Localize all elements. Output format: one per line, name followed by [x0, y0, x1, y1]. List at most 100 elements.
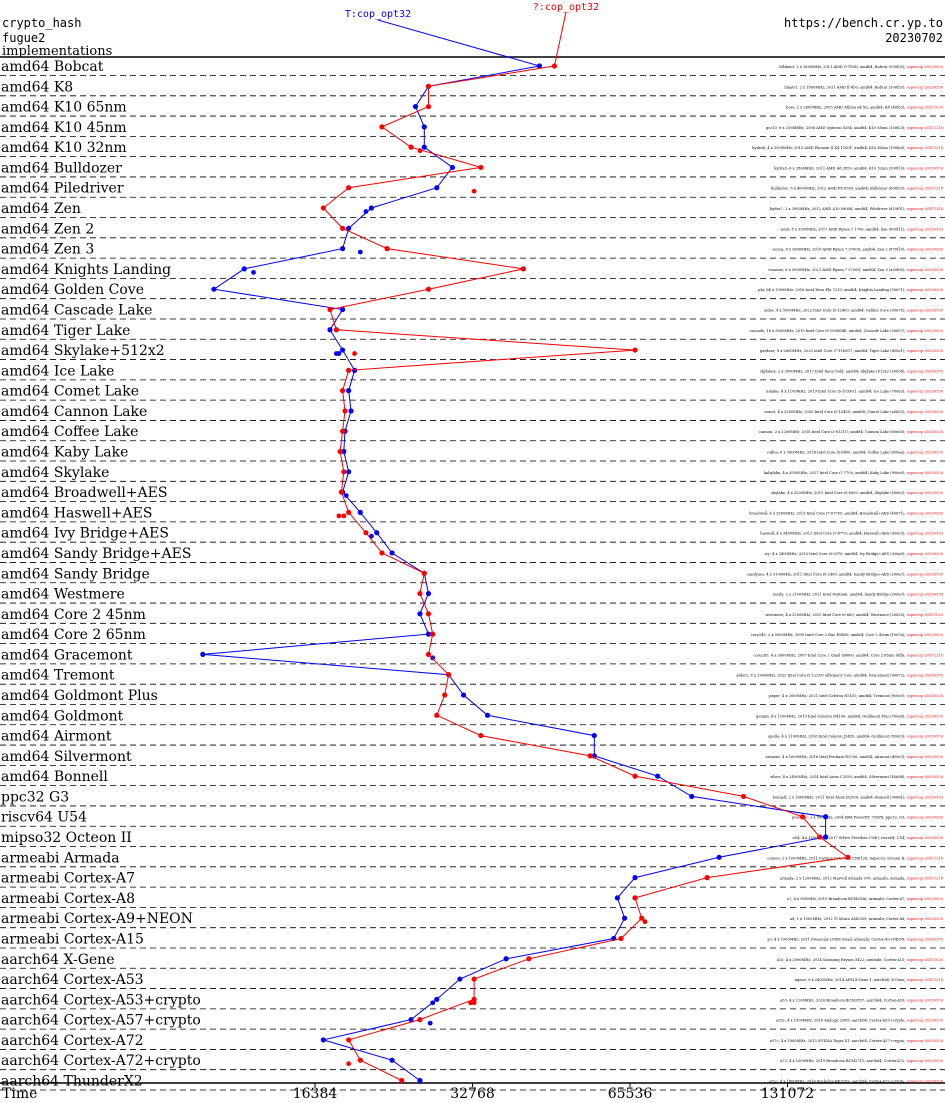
Q-data-point — [346, 367, 352, 373]
Q-data-point — [339, 225, 346, 231]
machine-label: hydra5; 6 x 2800MHz; 2011 AMD A8-3850; a… — [774, 166, 944, 170]
T-data-point — [421, 124, 427, 130]
machine-label: zen2a; 8 x 3600MHz; 2019 AMD Ryzen 7 370… — [772, 248, 943, 252]
Q-extra-point — [471, 1000, 477, 1006]
Q-extra-point — [468, 1000, 474, 1006]
T-data-point — [348, 408, 354, 414]
T-data-point — [339, 306, 346, 313]
machine-label: coffee; 6 x 3600MHz; 2018 Intel Core i5-… — [767, 451, 944, 455]
series-layer — [200, 63, 851, 1084]
machine-label: a57c; 4 x 1900MHz; 2015 NVIDIA Tegra X1;… — [770, 1039, 944, 1043]
machine-label: haswell; 4 x 3400MHz; 2013 Intel Core i7… — [760, 532, 943, 536]
Q-data-point — [417, 590, 423, 597]
category-label: armeabi Cortex-A15 — [1, 931, 144, 947]
machine-label: a15; 4 x 2000MHz; 2014 Samsung Exynos 54… — [777, 958, 944, 962]
machine-label: core265; 4 x 2400MHz; 2007 Intel Core 2 … — [754, 653, 944, 657]
T-data-point — [408, 1017, 414, 1023]
T-extra-point — [343, 493, 349, 498]
category-label: amd64 Zen — [1, 201, 81, 217]
Q-data-point — [478, 164, 484, 171]
T-extra-point — [251, 270, 256, 275]
T-data-point — [211, 286, 217, 292]
category-label: amd64 Core 2 45nm — [1, 607, 146, 623]
category-label: amd64 Sandy Bridge — [1, 566, 150, 582]
machine-label: airmont; 4 x 1600MHz; 2016 Intel Pentium… — [765, 755, 943, 759]
machine-label: xgene; 8 x 2400MHz; 2014 APM X-Gene 1; a… — [795, 978, 944, 982]
machine-label: u54; 4 x 1000MHz; 2017 SiFive Freedom U5… — [792, 836, 943, 840]
category-label: armeabi Cortex-A7 — [1, 871, 135, 887]
Q-data-point — [339, 428, 346, 434]
machine-label: comet; 4 x 3200MHz; 2020 Intel Core i5-1… — [764, 410, 944, 414]
category-label: amd64 Tiger Lake — [1, 323, 130, 339]
machine-label: skylake; 4 x 3200MHz; 2015 Intel Core i5… — [771, 491, 943, 495]
Q-data-point — [346, 1037, 352, 1043]
category-label: amd64 Bulldozer — [1, 160, 122, 176]
Q-legend-connector — [553, 11, 567, 67]
Q-data-point — [425, 83, 432, 89]
category-label: mipso32 Octeon II — [1, 830, 132, 846]
T-data-point — [536, 63, 543, 69]
category-label: armeabi Cortex-A8 — [1, 891, 135, 907]
T-data-point — [200, 651, 206, 658]
category-label: aarch64 Cortex-A72 — [1, 1033, 144, 1049]
T-data-point — [327, 327, 333, 333]
T-data-point — [654, 773, 661, 779]
T-data-point — [389, 550, 395, 556]
category-label: amd64 Cascade Lake — [1, 302, 152, 318]
Q-data-point — [425, 651, 432, 658]
T-data-point — [341, 448, 347, 455]
category-label: amd64 Goldmont Plus — [1, 688, 158, 704]
category-label: aarch64 Cortex-A57+crypto — [1, 1013, 201, 1029]
Q-data-point — [587, 753, 593, 759]
Q-data-point — [632, 895, 638, 901]
T-data-point — [503, 956, 509, 962]
Q-data-point — [379, 550, 385, 556]
Q-data-point — [333, 327, 339, 333]
Q-data-point — [341, 469, 347, 475]
machine-label: core245; 2 x 3000MHz; 2009 Intel Core 2 … — [751, 633, 944, 637]
T-extra-point — [430, 1000, 436, 1006]
T-data-point — [716, 854, 722, 860]
Q-data-point — [471, 976, 477, 982]
Q-data-point — [384, 246, 390, 252]
machine-label: bllsbaut; 2 x 1600MHz; 2011 AMD G-T56N; … — [779, 65, 943, 69]
T-data-point — [591, 732, 597, 739]
Q-data-point — [520, 266, 527, 272]
Q-data-point — [446, 672, 452, 678]
machine-label: bulldozer; 8 x 4000MHz; 2012 AMD FX-8350… — [771, 187, 944, 191]
Q-legend-label: ?:cop_opt32 — [533, 2, 599, 13]
T-data-point — [357, 509, 363, 515]
machine-label: a8; 1 x 1000MHz; 2012 TI Sitara AM3359; … — [790, 917, 944, 921]
Q-data-point — [632, 773, 638, 779]
Q-data-point — [430, 631, 436, 637]
Q-data-point — [478, 732, 484, 739]
x-tick-label: 32768 — [450, 1086, 495, 1102]
T-data-point — [417, 1077, 423, 1084]
T-legend-connector — [377, 19, 540, 67]
T-data-point — [417, 611, 423, 617]
series-legend: T:cop_opt32 ?:cop_opt32 — [345, 2, 599, 67]
category-label: amd64 K10 65nm — [1, 100, 127, 116]
Q-data-point — [434, 712, 440, 718]
category-label: amd64 Zen 2 — [1, 221, 94, 237]
category-label: amd64 Broadwell+AES — [1, 485, 167, 501]
machine-label: icelake; 4 x 1100MHz; 2019 Intel Core i5… — [766, 390, 944, 394]
machine-label: silver; 4 x 2400MHz; 2014 Intel Atom C25… — [770, 775, 944, 779]
machine-label: octeon; 2 x 1000MHz; 2011 Cavium Octeon … — [767, 856, 943, 860]
Q-data-point — [421, 570, 427, 576]
Q-extra-point — [471, 188, 477, 194]
Q-data-point — [346, 509, 352, 515]
T-data-point — [449, 164, 456, 171]
Q-data-point — [471, 996, 477, 1002]
category-label: ppc32 G3 — [1, 789, 69, 805]
Q-extra-point — [336, 513, 342, 519]
category-label: amd64 Kaby Lake — [1, 445, 128, 461]
machine-label: alder2; 8 x 2900MHz; 2022 Intel Core i5-… — [736, 674, 943, 678]
machine-label: a72c; 4 x 1800MHz; 2016 Rockchip RK3399;… — [769, 1080, 944, 1084]
category-label: amd64 Gracemont — [1, 647, 133, 663]
machine-label: westmere; 4 x 3200MHz; 2010 Intel Core i… — [765, 613, 943, 617]
machine-label: bore; 2 x 2600MHz; 2005 AMD Athlon 64 X2… — [786, 106, 944, 110]
category-label: aarch64 Cortex-A53 — [1, 972, 144, 988]
Q-extra-point — [642, 919, 648, 925]
Q-data-point — [425, 286, 432, 292]
